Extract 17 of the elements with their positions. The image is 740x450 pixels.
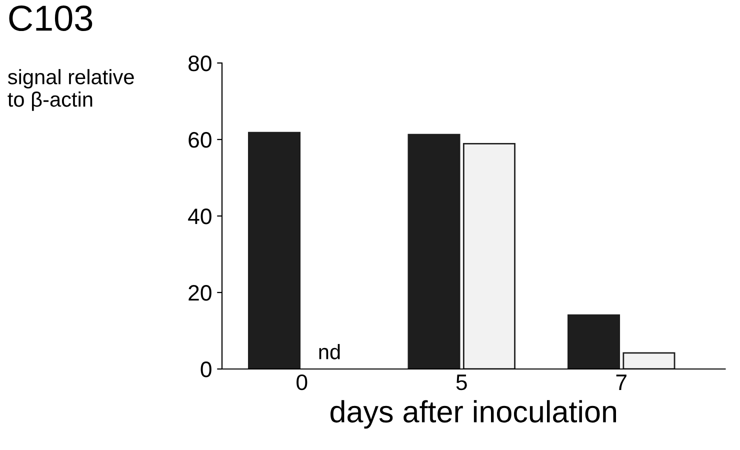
bar bbox=[462, 143, 516, 369]
bar bbox=[622, 352, 676, 369]
y-tick-label: 0 bbox=[200, 362, 212, 378]
y-tick-label: 80 bbox=[188, 56, 212, 72]
bar bbox=[248, 132, 301, 369]
x-tick-label: 5 bbox=[456, 374, 467, 390]
y-axis-title: signal relative to β-actin bbox=[8, 69, 134, 111]
chart-title: C103 bbox=[9, 5, 92, 32]
annotation: nd bbox=[319, 344, 340, 360]
y-tick-label: 60 bbox=[188, 132, 212, 148]
y-tick-label: 40 bbox=[188, 208, 212, 224]
y-tick-label: 20 bbox=[188, 285, 212, 301]
x-tick-label: 7 bbox=[616, 374, 626, 390]
x-axis-title: days after inoculation bbox=[330, 400, 616, 429]
x-tick-label: 0 bbox=[296, 374, 308, 390]
bar bbox=[568, 314, 620, 369]
bar bbox=[408, 134, 460, 369]
